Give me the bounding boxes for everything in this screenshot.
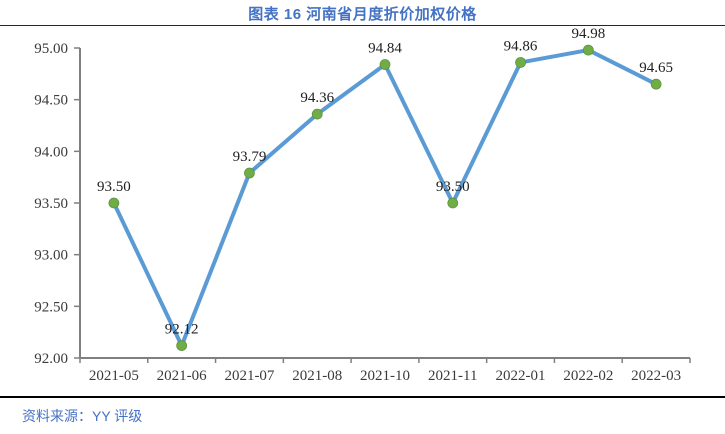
y-tick-label: 92.50: [34, 299, 68, 315]
data-point-marker: [447, 197, 459, 209]
y-tick-label: 94.50: [34, 93, 68, 109]
data-point-marker: [515, 57, 526, 68]
chart-title: 图表 16 河南省月度折价加权价格: [248, 6, 477, 23]
series-line: [111, 48, 659, 348]
data-point-marker: [176, 340, 188, 351]
data-point-label: 93.50: [436, 179, 470, 195]
bottom-rule-divider: [0, 396, 725, 398]
x-tick-label: 2021-05: [89, 368, 139, 384]
x-tick-label: 2021-11: [428, 368, 477, 384]
x-tick-label: 2021-10: [360, 368, 410, 384]
data-point-marker: [244, 167, 255, 179]
y-tick-label: 92.00: [34, 351, 68, 367]
x-tick-label: 2022-01: [496, 368, 546, 384]
y-tick-label: 93.50: [34, 196, 68, 212]
data-point-label: 92.12: [165, 322, 199, 338]
y-tick-label: 93.00: [34, 248, 68, 264]
data-point-label: 93.79: [233, 149, 267, 165]
x-tick-label: 2021-06: [157, 368, 207, 384]
data-point-marker: [108, 197, 120, 209]
x-tick-label: 2022-03: [631, 368, 681, 384]
data-point-marker: [311, 108, 323, 120]
data-point-label: 93.50: [97, 179, 131, 195]
data-point-label: 94.86: [504, 38, 538, 54]
data-point-label: 94.36: [300, 90, 334, 106]
data-point-label: 94.84: [368, 41, 402, 57]
x-tick-label: 2021-08: [292, 368, 342, 384]
data-point-label: 94.98: [571, 26, 605, 42]
data-point-marker: [582, 44, 594, 56]
source-text: 资料来源：YY 评级: [22, 408, 143, 424]
data-point-marker: [650, 78, 662, 90]
x-tick-label: 2021-07: [224, 368, 274, 384]
data-point-marker: [379, 59, 391, 70]
data-point-label: 94.65: [639, 60, 673, 76]
y-tick-label: 95.00: [34, 41, 68, 57]
y-tick-label: 94.00: [34, 144, 68, 160]
x-tick-label: 2022-02: [563, 368, 613, 384]
top-rule-divider: [0, 25, 725, 26]
